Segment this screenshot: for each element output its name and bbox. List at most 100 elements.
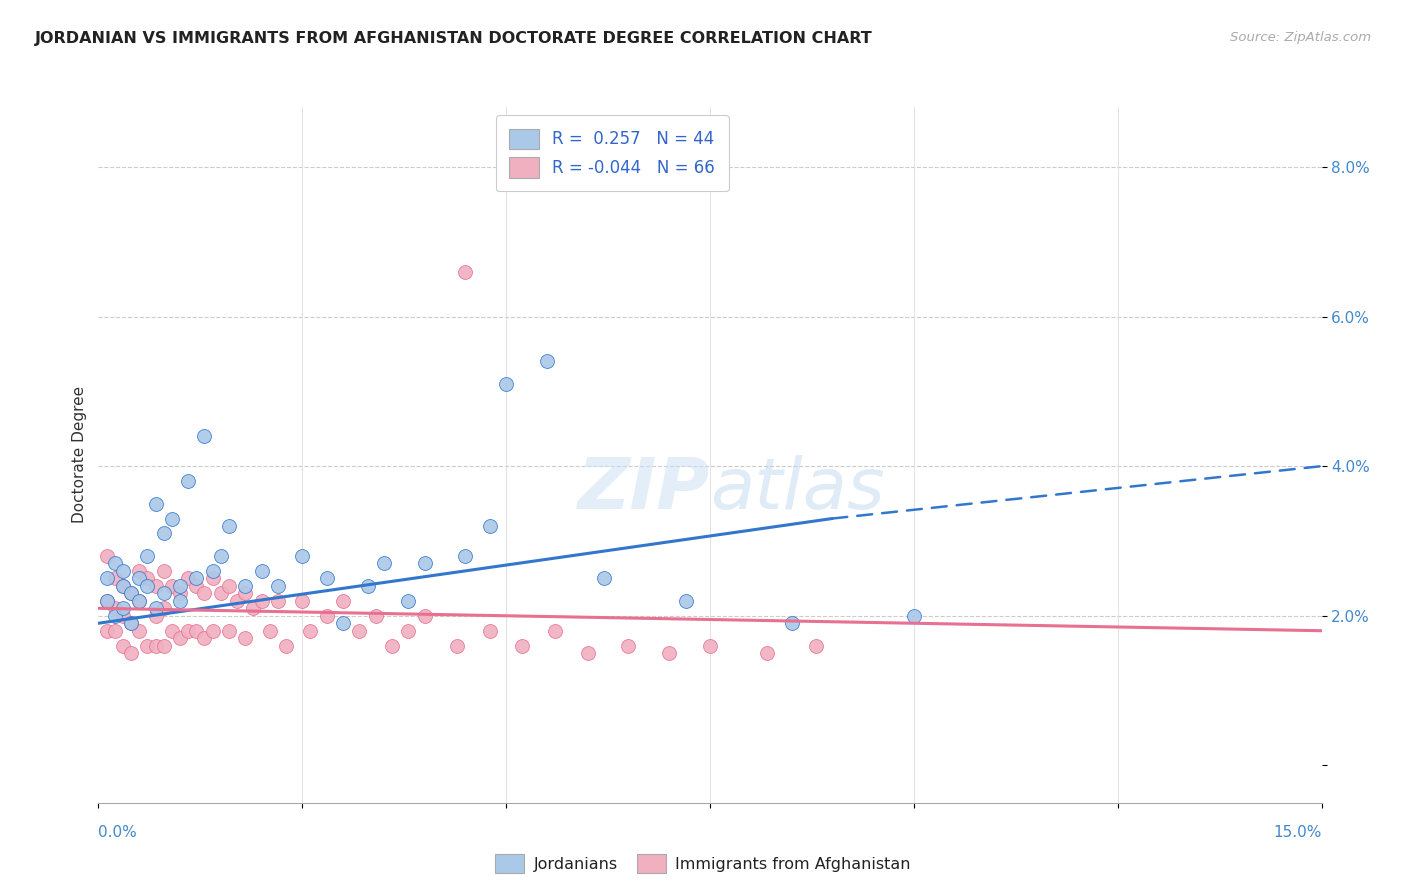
Point (250, 564, 273, 578)
Point (536, 354, 558, 368)
Point (186, 571, 208, 585)
Point (152, 639, 174, 653)
Point (512, 639, 534, 653)
Point (478, 519, 501, 533)
Point (120, 646, 142, 660)
Point (804, 639, 827, 653)
Point (259, 624, 281, 638)
Point (193, 429, 215, 443)
Point (576, 646, 599, 660)
Point (544, 624, 567, 638)
Point (145, 639, 167, 653)
Point (177, 624, 200, 638)
Point (396, 624, 419, 638)
Point (233, 579, 256, 593)
Point (136, 571, 159, 585)
Legend: Jordanians, Immigrants from Afghanistan: Jordanians, Immigrants from Afghanistan (489, 847, 917, 880)
Point (152, 586, 174, 600)
Point (201, 624, 224, 638)
Point (193, 631, 215, 645)
Point (218, 579, 240, 593)
Point (111, 639, 134, 653)
Point (104, 601, 127, 615)
Point (349, 624, 371, 638)
Point (152, 564, 174, 578)
Point (756, 646, 779, 660)
Point (364, 608, 387, 623)
Point (218, 519, 240, 533)
Point (96, 549, 118, 563)
Point (454, 265, 477, 279)
Text: JORDANIAN VS IMMIGRANTS FROM AFGHANISTAN DOCTORATE DEGREE CORRELATION CHART: JORDANIAN VS IMMIGRANTS FROM AFGHANISTAN… (35, 31, 873, 46)
Point (120, 586, 142, 600)
Point (104, 608, 127, 623)
Point (209, 549, 232, 563)
Point (145, 497, 167, 511)
Point (160, 511, 183, 525)
Point (201, 564, 224, 578)
Point (120, 586, 142, 600)
Point (780, 616, 803, 631)
Point (356, 579, 378, 593)
Point (128, 624, 150, 638)
Point (169, 579, 191, 593)
Point (120, 616, 142, 631)
Point (446, 639, 468, 653)
Point (136, 639, 159, 653)
Point (373, 557, 395, 571)
Point (104, 557, 127, 571)
Point (145, 601, 167, 615)
Point (332, 594, 354, 608)
Point (332, 616, 354, 631)
Point (186, 624, 208, 638)
Point (675, 594, 697, 608)
Text: 0.0%: 0.0% (98, 825, 138, 840)
Point (267, 594, 290, 608)
Point (186, 579, 208, 593)
Point (315, 571, 337, 585)
Point (111, 579, 134, 593)
Text: Source: ZipAtlas.com: Source: ZipAtlas.com (1230, 31, 1371, 45)
Text: ZIP: ZIP (578, 455, 710, 524)
Point (658, 646, 681, 660)
Point (226, 594, 249, 608)
Point (111, 601, 134, 615)
Point (96, 571, 118, 585)
Point (128, 564, 150, 578)
Point (177, 474, 200, 488)
Point (120, 616, 142, 631)
Point (193, 586, 215, 600)
Point (104, 571, 127, 585)
Point (593, 571, 616, 585)
Point (233, 631, 256, 645)
Point (903, 608, 925, 623)
Point (478, 624, 501, 638)
Point (201, 571, 224, 585)
Point (136, 549, 159, 563)
Point (177, 571, 200, 585)
Point (291, 549, 314, 563)
Point (96, 594, 118, 608)
Point (111, 608, 134, 623)
Point (209, 586, 232, 600)
Point (699, 639, 721, 653)
Text: 15.0%: 15.0% (1274, 825, 1322, 840)
Point (291, 594, 314, 608)
Point (299, 624, 322, 638)
Point (160, 579, 183, 593)
Point (169, 586, 191, 600)
Point (267, 579, 290, 593)
Point (111, 564, 134, 578)
Point (96, 624, 118, 638)
Point (152, 526, 174, 541)
Point (128, 594, 150, 608)
Point (413, 608, 436, 623)
Point (396, 594, 419, 608)
Point (145, 608, 167, 623)
Point (96, 594, 118, 608)
Text: atlas: atlas (710, 455, 884, 524)
Point (111, 579, 134, 593)
Legend: R =  0.257   N = 44, R = -0.044   N = 66: R = 0.257 N = 44, R = -0.044 N = 66 (496, 115, 728, 191)
Point (315, 608, 337, 623)
Point (413, 557, 436, 571)
